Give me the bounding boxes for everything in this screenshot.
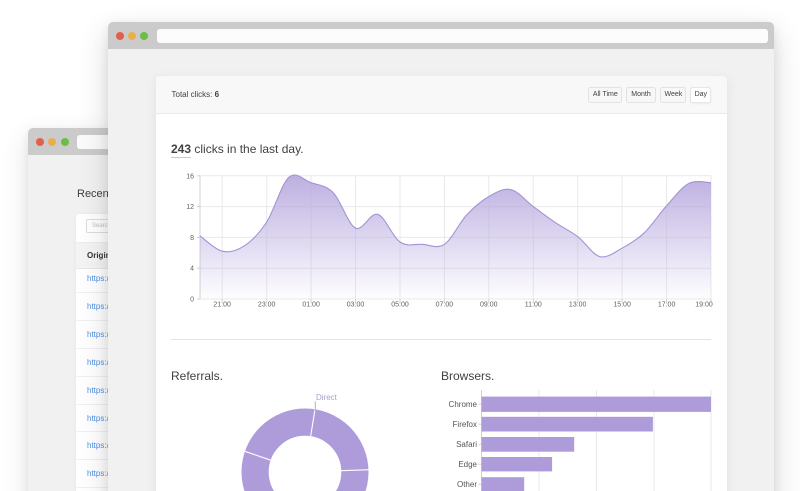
svg-text:Chrome: Chrome bbox=[449, 400, 478, 409]
svg-text:13:00: 13:00 bbox=[569, 302, 587, 309]
svg-text:11:00: 11:00 bbox=[525, 302, 542, 309]
svg-text:Other: Other bbox=[457, 480, 477, 489]
svg-text:Firefox: Firefox bbox=[453, 420, 477, 429]
svg-text:16: 16 bbox=[186, 173, 194, 180]
svg-text:Edge: Edge bbox=[458, 460, 477, 469]
svg-text:05:00: 05:00 bbox=[391, 302, 409, 309]
svg-text:19:00: 19:00 bbox=[695, 302, 713, 309]
svg-text:15:00: 15:00 bbox=[613, 302, 631, 309]
svg-text:21:00: 21:00 bbox=[213, 302, 231, 309]
svg-text:Safari: Safari bbox=[456, 440, 477, 449]
svg-text:0: 0 bbox=[190, 297, 194, 304]
svg-text:03:00: 03:00 bbox=[347, 302, 365, 309]
svg-text:01:00: 01:00 bbox=[302, 302, 320, 309]
svg-text:8: 8 bbox=[190, 235, 194, 242]
svg-text:09:00: 09:00 bbox=[480, 302, 498, 309]
svg-text:12: 12 bbox=[186, 204, 194, 211]
svg-text:17:00: 17:00 bbox=[658, 302, 676, 309]
svg-text:07:00: 07:00 bbox=[436, 302, 454, 309]
svg-text:23:00: 23:00 bbox=[258, 302, 276, 309]
svg-text:4: 4 bbox=[190, 266, 194, 273]
